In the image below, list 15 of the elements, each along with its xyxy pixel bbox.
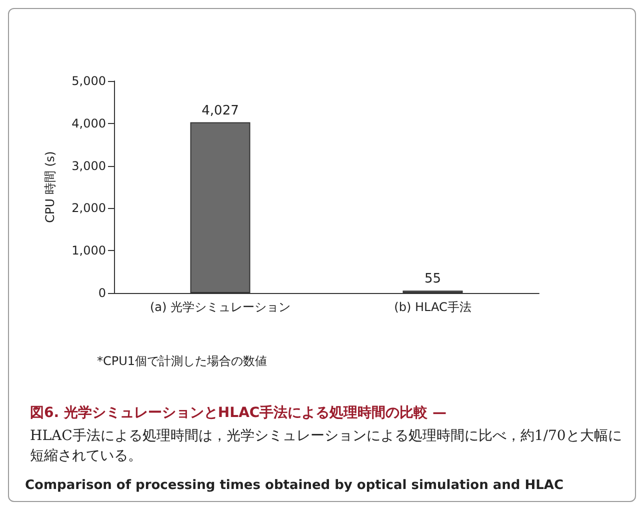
text: HLAC手法による処理時間は，光学シミュレーションによる処理時間に比べ，約1/70と大幅に短縮されている。 <box>30 428 622 464</box>
y-tick-label: 4,000 <box>72 116 106 130</box>
y-axis-title: CPU 時間 (s) <box>43 151 57 223</box>
x-tick-label: (b) HLAC手法 <box>394 300 472 314</box>
y-tick-label: 1,000 <box>72 244 106 258</box>
text: *CPU1個で計測した場合の数値 <box>97 354 268 368</box>
data-label: 4,027 <box>202 103 239 118</box>
text: Comparison of processing times obtained by optical simulation and HLAC <box>25 478 564 493</box>
y-tick-label: 2,000 <box>72 201 106 216</box>
y-tick-label: 5,000 <box>72 74 106 88</box>
x-tick-label: (a) 光学シミュレーション <box>150 300 291 314</box>
data-label: 55 <box>424 272 442 287</box>
text: 図6. 光学シミュレーションとHLAC手法による処理時間の比較 — <box>30 404 447 421</box>
y-tick-label: 3,000 <box>72 158 106 173</box>
y-tick-label: 0 <box>98 286 106 300</box>
